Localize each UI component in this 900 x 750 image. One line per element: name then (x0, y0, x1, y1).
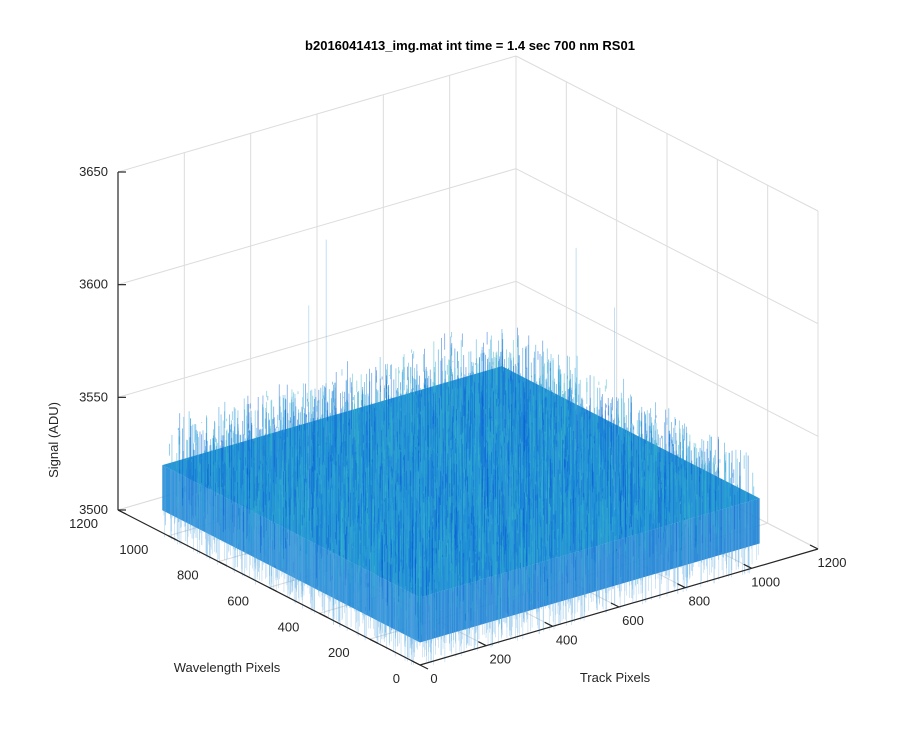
grid-line (515, 55, 819, 212)
grid-line (117, 55, 517, 173)
grid-line (515, 168, 819, 325)
grid-line (117, 168, 517, 286)
surface-side-left (162, 465, 420, 643)
grid-line (117, 280, 517, 398)
surface-mesh (162, 239, 760, 665)
chart-title: b2016041413_img.mat int time = 1.4 sec 7… (305, 38, 635, 53)
grid-line (515, 280, 819, 437)
